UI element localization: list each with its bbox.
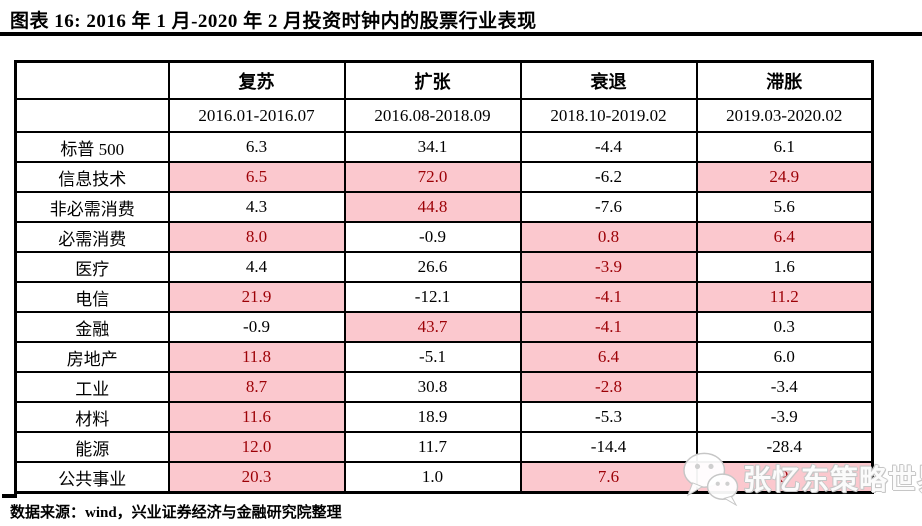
cell-value: 8.0 (167, 221, 346, 253)
corner-cell (14, 60, 170, 100)
figure-title: 图表 16: 2016 年 1 月-2020 年 2 月投资时钟内的股票行业表现 (10, 11, 537, 32)
cell-value: 44.8 (343, 191, 522, 223)
period-header: 2016.01-2016.07 (167, 98, 346, 133)
table-row: 医疗 4.4 26.6 -3.9 1.6 (14, 251, 874, 283)
phase-header: 扩张 (343, 60, 522, 100)
row-label: 电信 (14, 281, 170, 313)
cell-value: -3.9 (519, 251, 698, 283)
table-row: 能源 12.0 11.7 -14.4 -28.4 (14, 431, 874, 463)
table-row: 金融 -0.9 43.7 -4.1 0.3 (14, 311, 874, 343)
table-row: 公共事业 20.3 1.0 7.6 9 (14, 461, 874, 494)
cell-value: 5.6 (695, 191, 874, 223)
table-row: 房地产 11.8 -5.1 6.4 6.0 (14, 341, 874, 373)
cell-value: 20.3 (167, 461, 346, 494)
cell-value: 43.7 (343, 311, 522, 343)
cell-value: 6.4 (519, 341, 698, 373)
phase-header-row: 复苏 扩张 衰退 滞胀 (14, 60, 874, 100)
period-header: 2016.08-2018.09 (343, 98, 522, 133)
cell-value: -3.9 (695, 401, 874, 433)
row-label: 标普 500 (14, 131, 170, 163)
cell-value: 72.0 (343, 161, 522, 193)
sector-performance-table: 复苏 扩张 衰退 滞胀 2016.01-2016.07 2016.08-2018… (14, 60, 874, 494)
table-row: 标普 500 6.3 34.1 -4.4 6.1 (14, 131, 874, 163)
cell-value: -12.1 (343, 281, 522, 313)
cell-value: -4.1 (519, 311, 698, 343)
cell-value: 11.7 (343, 431, 522, 463)
row-label: 工业 (14, 371, 170, 403)
cell-value: 11.6 (167, 401, 346, 433)
phase-header: 复苏 (167, 60, 346, 100)
cell-value: 6.3 (167, 131, 346, 163)
table-row: 工业 8.7 30.8 -2.8 -3.4 (14, 371, 874, 403)
row-label: 材料 (14, 401, 170, 433)
cell-value: -5.3 (519, 401, 698, 433)
row-label: 能源 (14, 431, 170, 463)
cell-value: -28.4 (695, 431, 874, 463)
cell-value: -14.4 (519, 431, 698, 463)
cell-value: -5.1 (343, 341, 522, 373)
cell-value: 0.8 (519, 221, 698, 253)
cell-value: 26.6 (343, 251, 522, 283)
cell-value: 4.4 (167, 251, 346, 283)
row-label: 必需消费 (14, 221, 170, 253)
page-edge-mark (2, 494, 17, 498)
cell-value: 6.0 (695, 341, 874, 373)
cell-value: 7.6 (519, 461, 698, 494)
cell-value: -6.2 (519, 161, 698, 193)
row-label: 公共事业 (14, 461, 170, 494)
row-label: 房地产 (14, 341, 170, 373)
cell-value: -7.6 (519, 191, 698, 223)
cell-value: -0.9 (343, 221, 522, 253)
row-label: 非必需消费 (14, 191, 170, 223)
cell-value: -3.4 (695, 371, 874, 403)
phase-header: 衰退 (519, 60, 698, 100)
cell-value: 24.9 (695, 161, 874, 193)
row-label: 医疗 (14, 251, 170, 283)
cell-value: 8.7 (167, 371, 346, 403)
period-header: 2018.10-2019.02 (519, 98, 698, 133)
cell-value: 9 (695, 461, 874, 494)
cell-value: 11.2 (695, 281, 874, 313)
cell-value: 11.8 (167, 341, 346, 373)
cell-value: 4.3 (167, 191, 346, 223)
cell-value: 21.9 (167, 281, 346, 313)
row-label: 信息技术 (14, 161, 170, 193)
table-row: 信息技术 6.5 72.0 -6.2 24.9 (14, 161, 874, 193)
cell-value: -0.9 (167, 311, 346, 343)
phase-header: 滞胀 (695, 60, 874, 100)
period-header: 2019.03-2020.02 (695, 98, 874, 133)
cell-value: 0.3 (695, 311, 874, 343)
cell-value: -4.4 (519, 131, 698, 163)
cell-value: 1.0 (343, 461, 522, 494)
cell-value: -4.1 (519, 281, 698, 313)
period-header-row: 2016.01-2016.07 2016.08-2018.09 2018.10-… (14, 98, 874, 133)
table-row: 电信 21.9 -12.1 -4.1 11.2 (14, 281, 874, 313)
cell-value: 12.0 (167, 431, 346, 463)
cell-value: 6.5 (167, 161, 346, 193)
cell-value: 30.8 (343, 371, 522, 403)
corner-cell (14, 98, 170, 133)
cell-value: 6.1 (695, 131, 874, 163)
table-row: 必需消费 8.0 -0.9 0.8 6.4 (14, 221, 874, 253)
table-row: 非必需消费 4.3 44.8 -7.6 5.6 (14, 191, 874, 223)
cell-value: 1.6 (695, 251, 874, 283)
row-label: 金融 (14, 311, 170, 343)
data-source-note: 数据来源：wind，兴业证券经济与金融研究院整理 (10, 505, 342, 521)
title-underline (0, 32, 922, 36)
table-row: 材料 11.6 18.9 -5.3 -3.9 (14, 401, 874, 433)
cell-value: 18.9 (343, 401, 522, 433)
cell-value: 34.1 (343, 131, 522, 163)
cell-value: -2.8 (519, 371, 698, 403)
cell-value: 6.4 (695, 221, 874, 253)
